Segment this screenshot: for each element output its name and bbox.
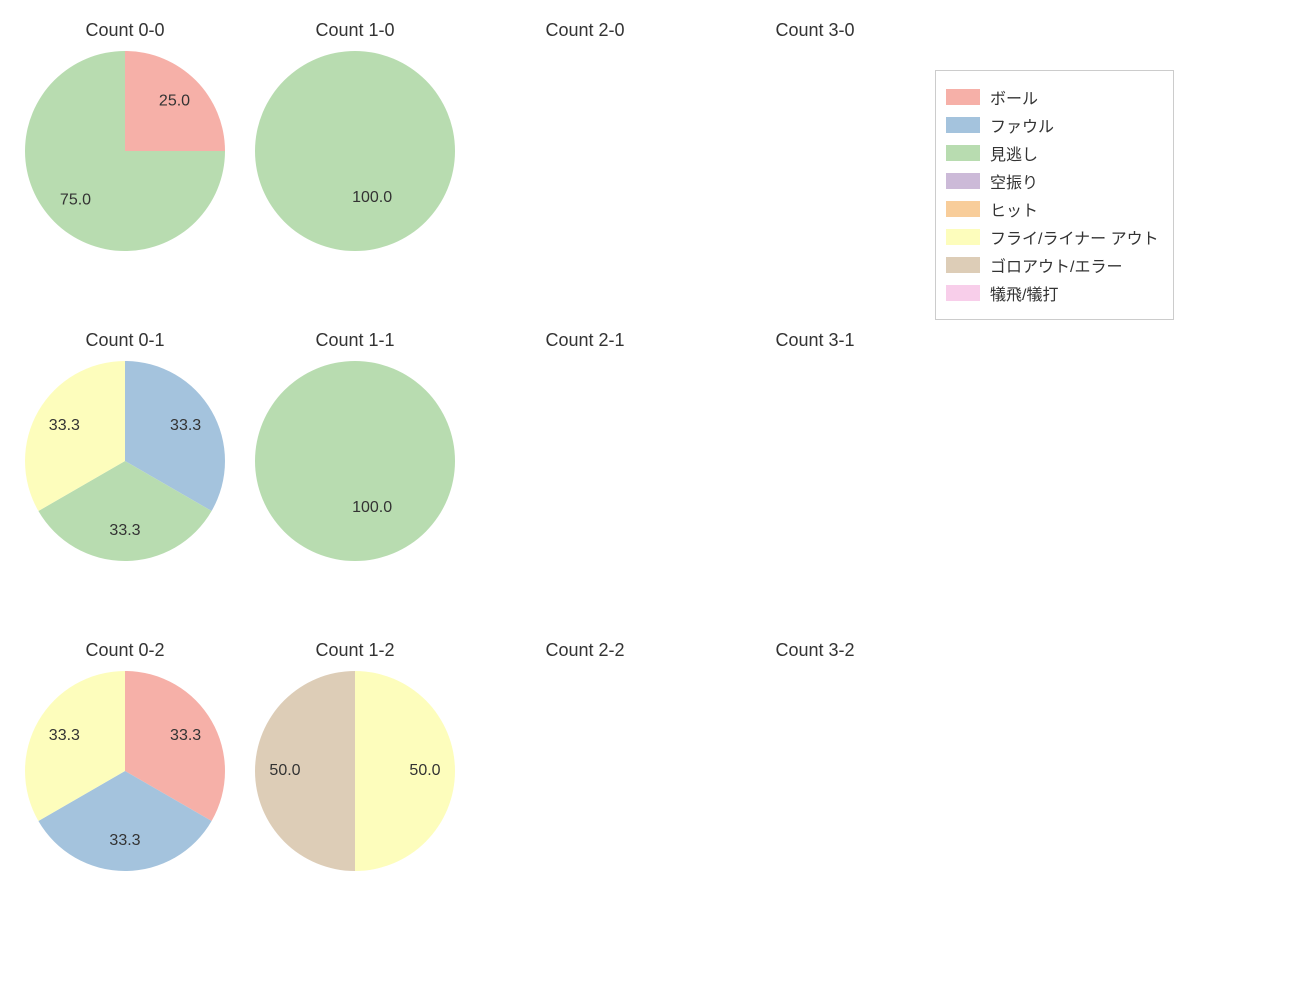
chart-cell: Count 2-2 — [470, 630, 700, 940]
pie-wrap — [485, 361, 685, 561]
pie-slice-label: 33.3 — [170, 417, 201, 434]
pie-wrap — [715, 361, 915, 561]
legend-label: 犠飛/犠打 — [990, 281, 1058, 305]
pie-grid: Count 0-0 25.0 75.0 Count 1-0 100.0 Count 2-0… — [10, 10, 930, 940]
pie-slice — [255, 51, 455, 251]
pie-slice-label: 33.3 — [49, 417, 80, 434]
pie-slice — [255, 361, 455, 561]
cell-title: Count 1-2 — [315, 640, 394, 661]
legend-swatch — [946, 201, 980, 217]
chart-cell: Count 3-1 — [700, 320, 930, 630]
legend-label: ファウル — [990, 113, 1054, 137]
legend-swatch — [946, 257, 980, 273]
pie-slice-label: 50.0 — [269, 762, 300, 779]
legend-item: ゴロアウト/エラー — [946, 253, 1159, 277]
pie-slice-label: 33.3 — [49, 727, 80, 744]
pie-wrap — [715, 51, 915, 251]
cell-title: Count 1-1 — [315, 330, 394, 351]
pie-wrap — [485, 671, 685, 871]
legend-swatch — [946, 285, 980, 301]
chart-cell: Count 1-2 50.0 50.0 — [240, 630, 470, 940]
legend-swatch — [946, 173, 980, 189]
legend-swatch — [946, 89, 980, 105]
cell-title: Count 0-2 — [85, 640, 164, 661]
pie-slice-label: 33.3 — [109, 832, 140, 849]
cell-title: Count 1-0 — [315, 20, 394, 41]
chart-cell: Count 2-0 — [470, 10, 700, 320]
legend-swatch — [946, 229, 980, 245]
pie-slice-label: 50.0 — [409, 762, 440, 779]
chart-cell: Count 2-1 — [470, 320, 700, 630]
legend-label: 空振り — [990, 169, 1038, 193]
pie-wrap — [715, 671, 915, 871]
legend-label: ボール — [990, 85, 1038, 109]
pie-wrap: 100.0 — [255, 361, 455, 561]
legend-item: フライ/ライナー アウト — [946, 225, 1159, 249]
pie-wrap: 33.3 33.3 33.3 — [25, 361, 225, 561]
pie-wrap: 33.3 33.3 33.3 — [25, 671, 225, 871]
cell-title: Count 2-2 — [545, 640, 624, 661]
legend-item: 空振り — [946, 169, 1159, 193]
legend-label: フライ/ライナー アウト — [990, 225, 1159, 249]
chart-legend: ボールファウル見逃し空振りヒットフライ/ライナー アウトゴロアウト/エラー犠飛/… — [935, 70, 1174, 320]
chart-cell: Count 1-1 100.0 — [240, 320, 470, 630]
cell-title: Count 3-2 — [775, 640, 854, 661]
legend-item: 犠飛/犠打 — [946, 281, 1159, 305]
pie-svg: 50.0 50.0 — [255, 671, 455, 871]
cell-title: Count 2-0 — [545, 20, 624, 41]
pie-wrap: 50.0 50.0 — [255, 671, 455, 871]
pie-slice-label: 75.0 — [60, 192, 91, 209]
cell-title: Count 0-0 — [85, 20, 164, 41]
legend-item: ヒット — [946, 197, 1159, 221]
pie-svg: 100.0 — [255, 361, 455, 561]
chart-cell: Count 0-0 25.0 75.0 — [10, 10, 240, 320]
legend-item: ファウル — [946, 113, 1159, 137]
chart-cell: Count 0-1 33.3 33.3 33.3 — [10, 320, 240, 630]
pie-svg: 33.3 33.3 33.3 — [25, 361, 225, 561]
chart-cell: Count 3-0 — [700, 10, 930, 320]
pie-slice-label: 33.3 — [109, 522, 140, 539]
legend-swatch — [946, 117, 980, 133]
legend-item: 見逃し — [946, 141, 1159, 165]
pie-svg: 33.3 33.3 33.3 — [25, 671, 225, 871]
pie-slice-label: 100.0 — [352, 499, 392, 516]
cell-title: Count 2-1 — [545, 330, 624, 351]
pie-svg: 100.0 — [255, 51, 455, 251]
cell-title: Count 3-0 — [775, 20, 854, 41]
cell-title: Count 0-1 — [85, 330, 164, 351]
pie-slice-label: 33.3 — [170, 727, 201, 744]
chart-cell: Count 3-2 — [700, 630, 930, 940]
pie-wrap: 100.0 — [255, 51, 455, 251]
pie-wrap: 25.0 75.0 — [25, 51, 225, 251]
legend-label: ヒット — [990, 197, 1038, 221]
pie-slice-label: 25.0 — [159, 93, 190, 110]
legend-label: ゴロアウト/エラー — [990, 253, 1122, 277]
cell-title: Count 3-1 — [775, 330, 854, 351]
legend-item: ボール — [946, 85, 1159, 109]
legend-label: 見逃し — [990, 141, 1038, 165]
pie-svg: 25.0 75.0 — [25, 51, 225, 251]
pie-slice-label: 100.0 — [352, 189, 392, 206]
chart-cell: Count 0-2 33.3 33.3 33.3 — [10, 630, 240, 940]
chart-cell: Count 1-0 100.0 — [240, 10, 470, 320]
pie-wrap — [485, 51, 685, 251]
legend-swatch — [946, 145, 980, 161]
